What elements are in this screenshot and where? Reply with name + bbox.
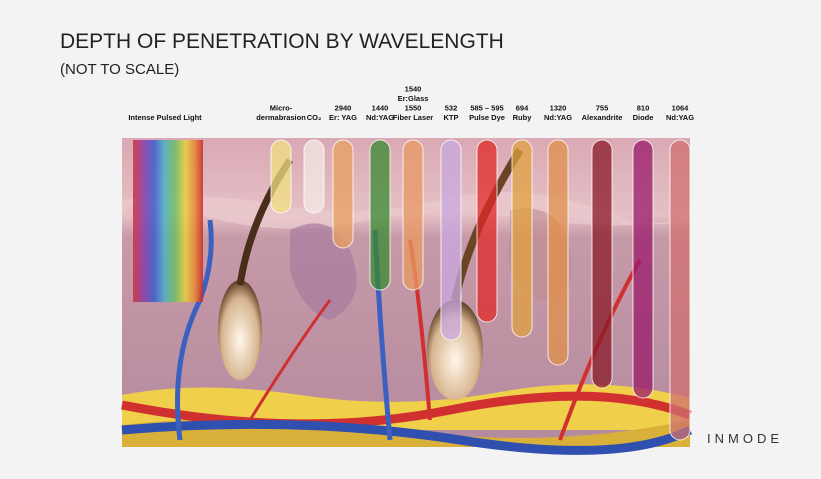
penetration-bar: [591, 139, 613, 389]
penetration-bar: [402, 139, 424, 291]
label-line: KTP: [444, 113, 459, 122]
label-line: Alexandrite: [582, 113, 623, 122]
wavelength-label: 1320 Nd:YAG: [544, 104, 572, 123]
brand-logo: INMODE: [707, 431, 783, 446]
label-line: 1550: [405, 104, 422, 113]
label-line: Diode: [633, 113, 654, 122]
penetration-bar: [476, 139, 498, 323]
label-line: 1064: [672, 104, 690, 113]
penetration-bar: [669, 139, 691, 441]
penetration-bar: [511, 139, 533, 338]
label-line: 755: [596, 104, 609, 113]
wavelength-labels: Intense Pulsed Light Micro-dermabrasion CO…: [128, 85, 694, 123]
penetration-bar: [332, 139, 354, 249]
wavelength-label: 585 – 595 Pulse Dye: [469, 104, 505, 123]
label-line: Micro-: [270, 104, 293, 113]
wavelength-label: 1440 Nd:YAG: [366, 104, 394, 123]
wavelength-label: 1064 Nd:YAG: [666, 104, 694, 123]
penetration-bar: [547, 139, 569, 366]
label-line: 810: [637, 104, 650, 113]
wavelength-label: 755 Alexandrite: [582, 104, 623, 123]
penetration-bar: [270, 139, 292, 214]
label-line: Er:Glass: [398, 94, 429, 103]
wavelength-label: CO₂: [307, 113, 322, 122]
wavelength-label: Intense Pulsed Light: [128, 113, 202, 122]
label-line: 2940: [335, 104, 352, 113]
label-line: Intense Pulsed Light: [128, 113, 202, 122]
label-line: CO₂: [307, 113, 322, 122]
label-line: 532: [445, 104, 458, 113]
label-line: Nd:YAG: [544, 113, 572, 122]
wavelength-label: 810 Diode: [633, 104, 654, 123]
title: DEPTH OF PENETRATION BY WAVELENGTH: [60, 30, 504, 53]
penetration-bar: [303, 139, 325, 214]
label-line: 1320: [550, 104, 567, 113]
label-line: Er: YAG: [329, 113, 357, 122]
label-line: 1540: [405, 85, 422, 94]
wavelength-label: 532 KTP: [444, 104, 459, 123]
label-line: Ruby: [513, 113, 533, 122]
wavelength-label: 694 Ruby: [513, 104, 533, 123]
label-line: Nd:YAG: [666, 113, 694, 122]
wavelength-label: 2940 Er: YAG: [329, 104, 357, 123]
penetration-bar: [440, 139, 462, 341]
wavelength-label: Micro-dermabrasion: [256, 104, 306, 123]
penetration-bar: [632, 139, 654, 399]
label-line: dermabrasion: [256, 113, 306, 122]
label-line: 694: [516, 104, 529, 113]
label-line: Pulse Dye: [469, 113, 505, 122]
subtitle: (NOT TO SCALE): [60, 61, 179, 78]
label-line: 585 – 595: [470, 104, 503, 113]
wavelength-bars: [270, 139, 691, 441]
label-line: 1440: [372, 104, 389, 113]
label-line: Nd:YAG: [366, 113, 394, 122]
wavelength-label: 1540 Er:Glass 1550 Fiber Laser: [393, 85, 434, 123]
label-line: Fiber Laser: [393, 113, 434, 122]
penetration-bar: [369, 139, 391, 291]
